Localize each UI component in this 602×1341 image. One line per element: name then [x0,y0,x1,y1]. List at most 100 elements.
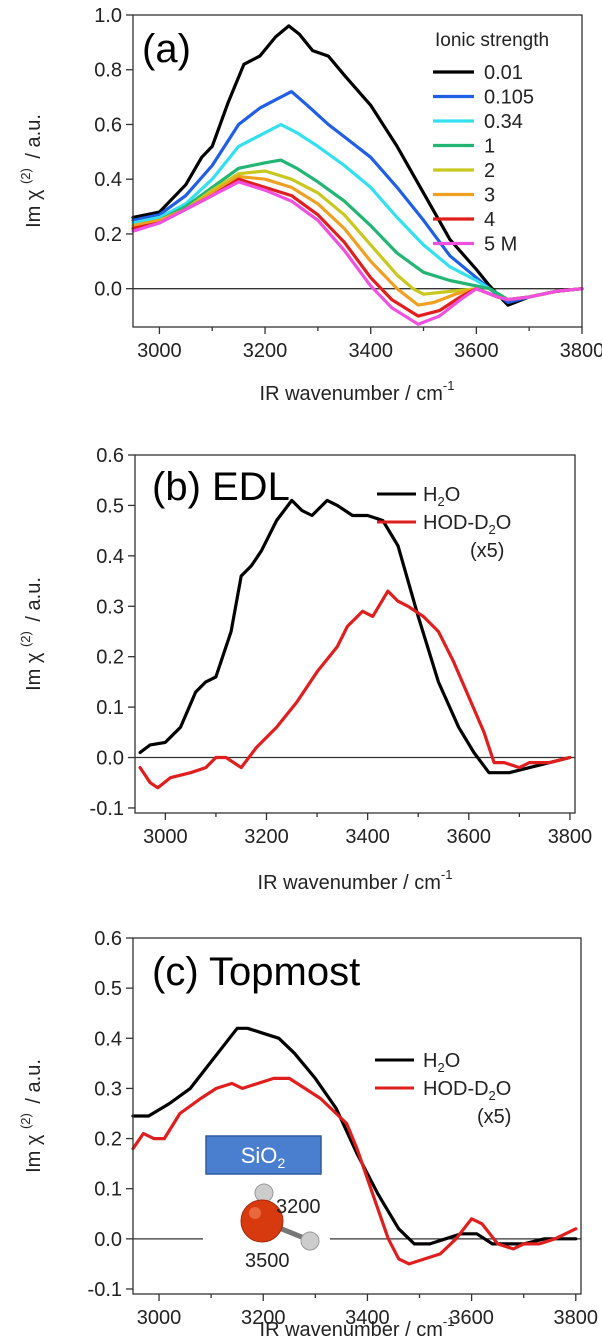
panel-b-y-tick-label: 0.2 [96,647,124,669]
sio2-label: SiO2 [241,1143,286,1171]
panel-b-y-tick-label: 0.4 [96,546,124,568]
panel-b-y-tick-label: 0.6 [96,445,124,467]
panel-b: 3000 3200 3400 3600 3800 -0.1 0.0 0.1 0.2 0.3 0.4 0… [13,445,593,894]
panel-c-y-tick-label: 0.2 [94,1129,122,1151]
panel-a-title: (a) [142,27,191,71]
panel-a-x-tick-label: 3400 [348,340,393,362]
panel-c-ylabel-main: Im χ [23,1134,45,1173]
svg-text:Im χ (2) / a.u: Im χ (2) / a.u. [13,577,45,691]
panel-c-frame [132,937,582,1295]
oh-up-label: 3200 [276,1196,321,1218]
panel-b-frame [134,454,576,814]
panel-b-series-1-line [138,589,572,790]
panel-c-y-tick-label: 0.3 [94,1078,122,1100]
panel-c-ylabel-unit: / a.u. [23,1059,45,1103]
panel-b-x-tick-label: 3800 [548,826,593,848]
panel-a-y-tick-label: 0.6 [94,114,122,136]
panel-a-y-tick-label: 0.4 [94,169,122,191]
panel-b-y-tick-label: 0.5 [96,495,124,517]
panel-c-series-1-line [131,1076,578,1266]
panel-c-y-tick-label: -0.1 [88,1279,122,1301]
panel-b-series-0-line [138,498,572,775]
panel-b-y-tick-label: 0.3 [96,596,124,618]
panel-b-legend-label-h2o: H2O [423,484,460,509]
oxygen-highlight [249,1207,261,1219]
panel-c-xlabel-sup: -1 [443,1314,455,1329]
panel-b-x-tick-label: 3600 [447,826,492,848]
panel-a-legend-label-1: 0.105 [484,87,534,109]
panel-b-y-tick-label: 0.0 [96,748,124,770]
panel-a-series-7-line [131,180,584,326]
panel-b-ylabel-sup: (2) [18,631,33,647]
panel-c-xlabel-main: IR wavenumber / cm [260,1319,443,1341]
panel-c-x-tick-label: 3800 [554,1307,599,1329]
panel-b-xlabel-main: IR wavenumber / cm [258,872,441,894]
panel-c-ylabel-sup: (2) [18,1113,33,1129]
panel-a-legend-label-0: 0.01 [484,62,523,84]
panel-a-legend-label-6: 4 [484,209,495,231]
panel-c-x-axis-label: IR wavenumber / cm-1 [260,1314,455,1341]
panel-b-x-tick-label: 3400 [345,826,390,848]
panel-c: 3000 3200 3400 3600 3800 -0.1 0.0 0.1 0.2 0.3 0.4 0… [13,928,599,1341]
panel-c-title: (c) Topmost [152,950,360,994]
panel-a-x-tick-label: 3200 [243,340,288,362]
panel-b-ylabel-main: Im χ [23,652,45,691]
hydrogen-atom-up [254,1183,274,1203]
panel-a-y-tick-label: 0.8 [94,60,122,82]
svg-text:Im χ (2) / a.u: Im χ (2) / a.u. [13,114,45,228]
panel-c-plot: 3000 3200 3400 3600 3800 -0.1 0.0 0.1 0.2 0.3 0.4 0… [88,928,599,1329]
panel-b-x-tick-label: 3200 [244,826,289,848]
panel-a-legend-label-2: 0.34 [484,111,523,133]
panel-a-legend-label-3: 1 [484,136,495,158]
panel-c-x-tick-label: 3600 [449,1307,494,1329]
panel-c-legend-label-h2o: H2O [423,1050,460,1075]
oh-down-label: 3500 [245,1250,290,1272]
panel-c-x-tick-label: 3200 [241,1307,286,1329]
panel-a-xlabel-sup: -1 [443,378,455,393]
panel-c-legend-note: (x5) [477,1106,511,1128]
panel-c-y-tick-label: 0.6 [94,928,122,950]
hydrogen-atom-down [300,1231,320,1251]
panel-a-legend-label-4: 2 [484,160,495,182]
panel-c-legend: H2O HOD-D2O (x5) [375,1050,511,1128]
panel-a-y-tick-label: 1.0 [94,5,122,27]
panel-a-y-tick-label: 0.2 [94,224,122,246]
panel-a-ylabel-main: Im χ [23,189,45,228]
panel-a-x-axis-label: IR wavenumber / cm-1 [260,378,455,405]
panel-b-xlabel-sup: -1 [441,867,453,882]
panel-a: 3000 3200 3400 3600 3800 0.0 0.2 0.4 0.6 0.8 1.0 (… [13,5,602,405]
panel-c-series-0-line [131,1026,578,1246]
panel-c-y-tick-label: 0.0 [94,1229,122,1251]
panel-a-ylabel-sup: (2) [18,168,33,184]
panel-b-y-axis-label: Im χ (2) / a.u. [13,577,45,691]
interface-schematic: SiO2 3200 3500 [205,1135,322,1272]
panel-c-y-axis-label: Im χ (2) / a.u. [13,1059,45,1173]
panel-a-x-tick-label: 3600 [454,340,499,362]
panel-b-y-tick-label: 0.1 [96,697,124,719]
panel-a-legend-title: Ionic strength [435,30,549,51]
panel-a-y-axis-label: Im χ (2) / a.u. [13,114,45,228]
panel-b-legend-note: (x5) [470,540,504,562]
panel-c-x-tick-label: 3000 [137,1307,182,1329]
svg-text:Im χ (2) / a.u: Im χ (2) / a.u. [13,1059,45,1173]
panel-c-y-tick-label: 0.5 [94,978,122,1000]
panel-b-x-axis-label: IR wavenumber / cm-1 [258,867,453,894]
panel-b-legend: H2O HOD-D2O (x5) [377,484,511,562]
sio2-box [205,1135,322,1175]
panel-c-legend-label-hod: HOD-D2O [423,1078,511,1103]
panel-b-ylabel-unit: / a.u. [23,577,45,621]
panel-a-ylabel-unit: / a.u. [23,114,45,158]
panel-b-y-tick-label: -0.1 [90,798,124,820]
panel-b-title: (b) EDL [152,465,290,509]
panel-a-legend-label-5: 3 [484,185,495,207]
panel-a-x-tick-label: 3000 [137,340,182,362]
panel-b-x-tick-label: 3000 [143,826,188,848]
panel-a-y-tick-label: 0.0 [94,279,122,301]
panel-a-xlabel-main: IR wavenumber / cm [260,383,443,405]
panel-b-legend-label-hod: HOD-D2O [423,512,511,537]
panel-a-plot: 3000 3200 3400 3600 3800 0.0 0.2 0.4 0.6 0.8 1.0 [94,5,602,362]
panel-c-y-tick-label: 0.4 [94,1028,122,1050]
